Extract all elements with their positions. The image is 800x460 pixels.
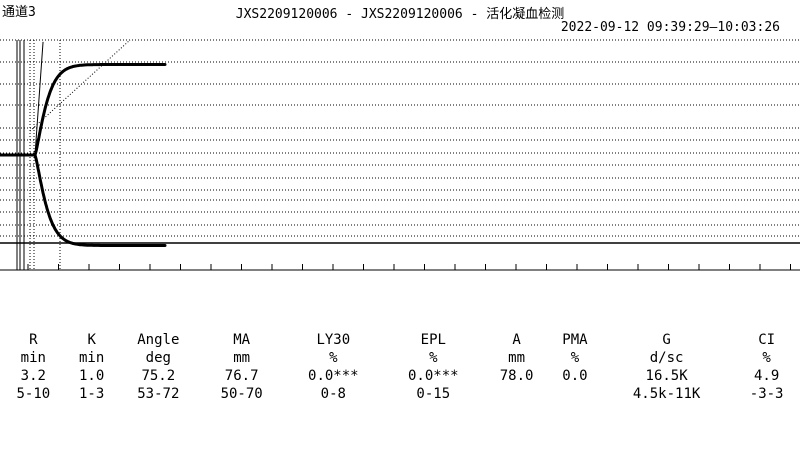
param-cell: deg: [145, 350, 171, 366]
row-param-ranges: 5-10 1-3 53-72 50-70 0-8 0-15 4.5k-11K -3-3: [0, 385, 800, 403]
angle-tangent-line: [34, 41, 44, 156]
vertical-gridlines: [27, 40, 791, 270]
param-cell: %: [762, 350, 771, 366]
param-cell: %: [570, 350, 580, 366]
param-cell: 1.0: [79, 368, 105, 384]
param-cell: 5-10: [16, 386, 51, 402]
param-cell: 1-3: [79, 386, 105, 402]
teg-traces: [0, 39, 167, 247]
test-datetime: 2022-09-12 09:39:29—10:03:26: [560, 20, 780, 35]
param-cell: R: [29, 332, 38, 348]
param-cell: 16.5K: [645, 368, 688, 384]
param-cell: 0-15: [416, 386, 451, 402]
param-cell: G: [662, 332, 671, 348]
param-cell: 3.2: [20, 368, 46, 384]
param-cell: %: [329, 350, 338, 366]
param-cell: LY30: [316, 332, 351, 348]
param-cell: mm: [233, 350, 251, 366]
param-cell: [550, 385, 600, 403]
param-cell: 75.2: [141, 368, 176, 384]
param-cell: 4.5k-11K: [632, 386, 701, 402]
slope-guideline: [29, 39, 131, 132]
param-cell: 0-8: [320, 386, 346, 402]
param-cell: mm: [508, 350, 526, 366]
param-cell: %: [429, 350, 438, 366]
horizontal-gridlines: [0, 39, 800, 271]
channel-label: 通道3: [2, 5, 36, 20]
param-cell: A: [512, 332, 521, 348]
report-title: JXS2209120006 - JXS2209120006 - 活化凝血检测: [235, 7, 565, 22]
trace-upper: [13, 63, 167, 157]
param-cell: 4.9: [753, 368, 780, 384]
param-cell: 78.0: [499, 368, 534, 384]
param-cell: CI: [758, 332, 776, 348]
row-param-units: min min deg mm%% mm% d/sc%: [0, 349, 800, 367]
row-param-names: R K Angle MA LY30 EPL A PMA G CI: [0, 331, 800, 349]
param-cell: EPL: [420, 332, 446, 348]
param-cell: 76.7: [224, 368, 259, 384]
param-cell: min: [79, 350, 105, 366]
param-cell: K: [87, 332, 96, 348]
param-cell: 0.0***: [308, 368, 359, 384]
parameter-table: R K Angle MA LY30 EPL A PMA G CI min min deg mm%% mm% d…: [0, 331, 800, 403]
param-cell: 53-72: [137, 386, 180, 402]
teg-chart: [0, 39, 800, 271]
param-cell: 0.0***: [408, 368, 459, 384]
row-param-values: 3.2 1.0 75.2 76.7 0.0*** 0.0*** 78.0 0.0 16.5K 4.…: [0, 367, 800, 385]
param-cell: -3-3: [749, 386, 784, 402]
param-cell: 0.0: [562, 368, 588, 384]
param-cell: [483, 385, 550, 403]
param-cell: min: [20, 350, 46, 366]
param-cell: 50-70: [220, 386, 263, 402]
param-cell: PMA: [562, 332, 588, 348]
param-cell: Angle: [137, 332, 180, 348]
param-cell: d/sc: [649, 350, 684, 366]
param-cell: MA: [233, 332, 251, 348]
trace-lower: [13, 153, 167, 247]
